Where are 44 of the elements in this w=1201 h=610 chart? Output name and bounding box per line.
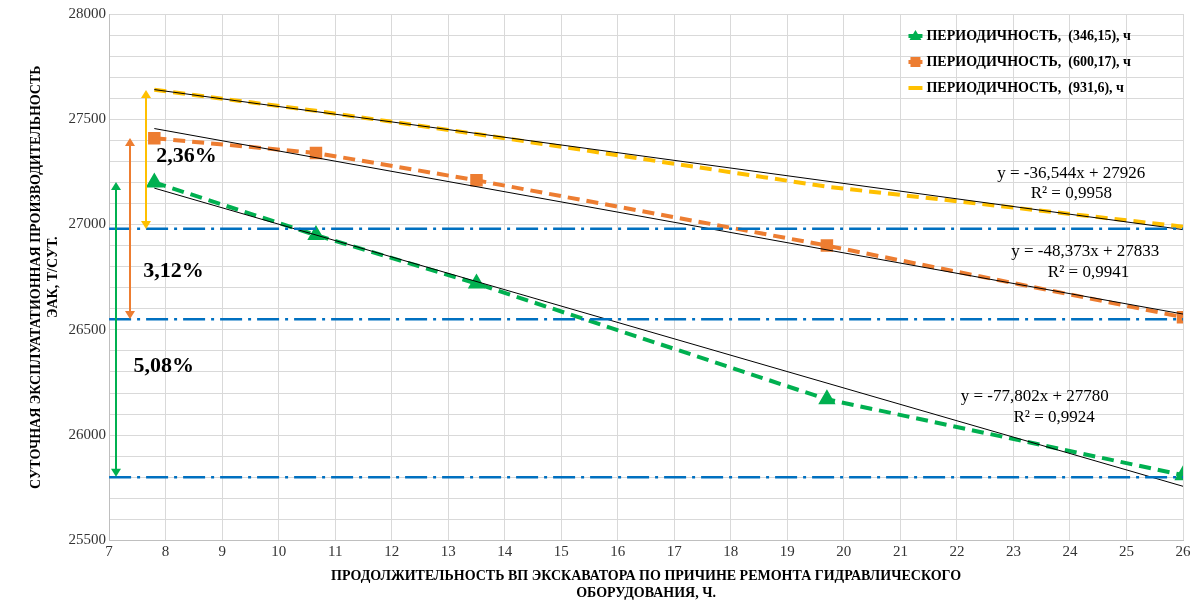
x-tick-label: 25 xyxy=(1118,543,1134,560)
x-tick-label: 15 xyxy=(553,543,569,560)
x-tick-label: 17 xyxy=(666,543,683,560)
point xyxy=(309,146,323,160)
x-tick-label: 16 xyxy=(610,543,626,560)
x-tick-label: 8 xyxy=(161,543,170,560)
point xyxy=(470,174,483,187)
legend-label: ПЕРИОДИЧНОСТЬ, (931,6), ч xyxy=(926,79,1125,96)
annotation: R² = 0,9958 xyxy=(1030,183,1112,203)
x-tick-label: 21 xyxy=(892,543,908,560)
annotation: y = -36,544x + 27926 xyxy=(997,162,1146,182)
x-axis-title: ПРОДОЛЖИТЕЛЬНОСТЬ ВП ЭКСКАВАТОРА ПО ПРИЧИНЕ РЕМОНТА ГИДРАВЛИЧЕСКОГО ОБОРУДОВАНИЯ, Ч. xyxy=(331,568,962,601)
annotation: 5,08% xyxy=(133,352,195,378)
y-tick-label: 27500 xyxy=(68,110,107,127)
legend-label: ПЕРИОДИЧНОСТЬ, (600,17), ч xyxy=(926,53,1132,70)
x-tick-label: 19 xyxy=(779,543,795,560)
x-tick-label: 20 xyxy=(836,543,852,560)
x-tick-label: 14 xyxy=(497,543,513,560)
y-tick-label: 28000 xyxy=(68,4,107,21)
x-tick-label: 11 xyxy=(327,543,343,560)
annotation: R² = 0,9924 xyxy=(1013,406,1096,426)
x-tick-label: 23 xyxy=(1005,543,1021,560)
x-tick-label: 24 xyxy=(1062,543,1078,560)
annotation: y = -77,802x + 27780 xyxy=(960,386,1109,406)
x-tick-label: 13 xyxy=(440,543,456,560)
annotation: R² = 0,9941 xyxy=(1047,261,1130,281)
x-tick-label: 18 xyxy=(723,543,739,560)
y-tick-label: 25500 xyxy=(68,531,107,548)
x-tick-label: 22 xyxy=(949,543,965,560)
annotation: 2,36% xyxy=(156,142,217,168)
y-axis-title: СУТОЧНАЯ ЭКСПЛУАТАТИОННАЯ ПРОИЗВОДИТЕЛЬНОСТЬ ЭАК, Т/СУТ. xyxy=(28,65,60,489)
point xyxy=(147,174,162,188)
x-tick-label: 9 xyxy=(218,543,226,560)
y-tick-label: 26000 xyxy=(68,426,107,443)
y-tick-label: 27000 xyxy=(68,215,107,232)
x-tick-label: 26 xyxy=(1175,543,1191,560)
x-tick-label: 10 xyxy=(271,543,287,560)
annotation: 3,12% xyxy=(143,257,204,283)
y-tick-label: 26500 xyxy=(68,320,107,337)
point xyxy=(148,131,161,145)
legend-label: ПЕРИОДИЧНОСТЬ, (346,15), ч xyxy=(926,27,1132,44)
x-tick-label: 12 xyxy=(384,543,400,560)
x-tick-label: 7 xyxy=(105,543,114,560)
annotation: y = -48,373x + 27833 xyxy=(1011,241,1160,261)
